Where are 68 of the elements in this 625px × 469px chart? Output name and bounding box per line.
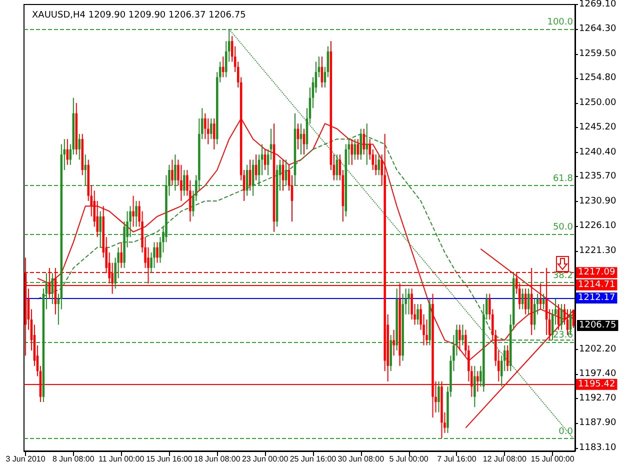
x-tick-label: 15 Jun 16:00: [146, 454, 193, 464]
candlestick: [135, 200, 138, 228]
x-tick-label: 11 Jun 00:00: [98, 454, 145, 464]
candlestick: [207, 118, 210, 145]
y-tick-label: 1197.40: [579, 369, 616, 380]
candlestick: [156, 242, 158, 264]
annotation: 23.6: [552, 330, 574, 341]
y-tick-label: 1259.50: [579, 48, 616, 59]
candlestick: [474, 365, 476, 408]
candlestick: [354, 138, 356, 160]
annotation: 50.0: [552, 222, 574, 232]
candlestick: [356, 138, 360, 160]
candlestick: [350, 138, 354, 166]
y-tick-label: 1235.70: [579, 172, 616, 182]
y-tick-label: 1264.30: [579, 24, 616, 34]
candlestick: [120, 242, 122, 268]
y-tick-label: 1240.40: [579, 147, 616, 158]
text: 1206.75: [579, 320, 616, 330]
y-tick-label: 1183.10: [579, 442, 616, 453]
candlestick: [264, 148, 266, 171]
candlestick: [171, 159, 174, 186]
candlestick: [222, 56, 224, 78]
y-tick-label: 1187.90: [579, 418, 616, 428]
x-tick-label: 3 Jun 2010: [6, 454, 46, 464]
ref-line-label: 1195.42: [578, 379, 616, 390]
x-tick-label: 8 Jun 08:00: [52, 454, 95, 464]
candlestick: [210, 118, 212, 140]
x-tick-label: 30 Jun 08:00: [338, 454, 385, 464]
y-tick-label: 1245.20: [579, 122, 616, 133]
candlestick: [410, 288, 413, 320]
y-tick-label: 1202.20: [579, 344, 616, 354]
y-tick-label: 1250.00: [579, 98, 616, 108]
ref-line-label: 1212.17: [578, 293, 616, 304]
candlestick: [416, 304, 419, 326]
x-tick-label: 18 Jun 08:00: [194, 454, 241, 464]
candlestick: [521, 288, 524, 310]
candlestick: [438, 380, 440, 413]
annotation: 0.0: [558, 427, 574, 438]
candlestick: [132, 195, 134, 228]
y-tick-label: 1269.10: [579, 0, 616, 10]
x-tick-label: 23 Jun 00:00: [242, 454, 289, 464]
candlestick: [204, 112, 206, 140]
candlestick: [378, 154, 380, 176]
y-tick-label: 1254.80: [579, 73, 616, 84]
x-tick-label: 12 Jul 08:00: [482, 454, 527, 464]
candlestick: [462, 324, 464, 346]
y-tick-label: 1221.30: [579, 246, 616, 256]
annotation: 61.8: [552, 174, 574, 184]
x-tick-label: 5 Jul 00:00: [389, 454, 429, 464]
candlestick: [408, 288, 410, 315]
text: XAUUSD,H4 1209.90 1209.90 1206.37 1206.75: [32, 10, 246, 20]
x-tick-label: 15 Jul 00:00: [530, 454, 575, 464]
ref-line-label: 1217.09: [578, 268, 616, 278]
y-tick-label: 1230.90: [579, 196, 616, 206]
candlestick: [458, 324, 461, 351]
candlestick: [174, 154, 176, 192]
x-tick-label: 7 Jul 16:00: [437, 454, 477, 464]
candlestick: [392, 329, 395, 356]
y-tick-label: 1226.10: [579, 221, 616, 232]
ref-line-label: 1214.71: [578, 280, 616, 290]
candlestick: [213, 118, 216, 150]
candlestick: [183, 170, 186, 196]
x-tick-label: 25 Jun 16:00: [290, 454, 337, 464]
candlestick: [284, 159, 288, 186]
candlestick: [78, 133, 81, 160]
annotation: 100.0: [547, 18, 574, 28]
candlestick: [99, 210, 102, 248]
y-tick-label: 1192.70: [579, 393, 616, 404]
